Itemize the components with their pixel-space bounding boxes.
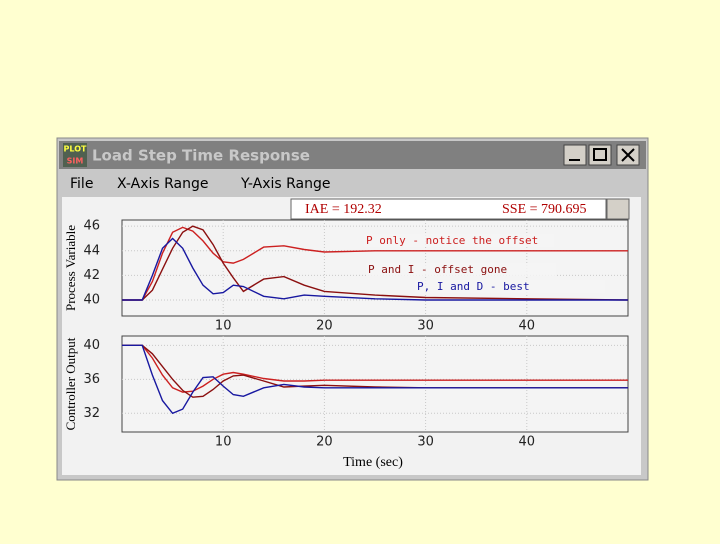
stats-box xyxy=(290,198,607,220)
series-line xyxy=(122,344,628,398)
x-tick-label: 10 xyxy=(215,319,232,334)
menu-item[interactable]: Y-Axis Range xyxy=(240,176,331,192)
x-tick-label: 40 xyxy=(519,435,536,450)
x-tick-label: 40 xyxy=(519,319,536,334)
annotation-background xyxy=(415,280,605,293)
y-tick-label: 46 xyxy=(83,219,100,234)
sse-value: SSE = 790.695 xyxy=(502,202,587,217)
y-tick-label: 40 xyxy=(83,293,100,308)
x-tick-label: 10 xyxy=(215,435,232,450)
annotation-background xyxy=(366,263,556,276)
maximize-icon xyxy=(593,148,607,161)
menu-item[interactable]: X-Axis Range xyxy=(117,176,209,192)
title-bar xyxy=(59,141,646,169)
x-axis-label: Time (sec) xyxy=(343,455,403,470)
annotation: P only - notice the offset xyxy=(366,234,538,247)
y-tick-label: 42 xyxy=(83,268,100,283)
series-line xyxy=(122,225,629,301)
y-tick-label: 32 xyxy=(83,406,100,421)
menu-item[interactable]: File xyxy=(70,176,93,192)
x-tick-label: 20 xyxy=(316,435,333,450)
y-tick-label: 44 xyxy=(83,243,100,258)
series-line xyxy=(122,344,628,415)
spin-control[interactable] xyxy=(606,198,630,220)
series-line xyxy=(122,237,628,301)
annotation-background xyxy=(364,234,554,247)
annotation: P and I - offset gone xyxy=(368,263,507,276)
series-line xyxy=(122,344,628,393)
y-tick-label: 36 xyxy=(83,372,100,387)
close-icon xyxy=(621,148,635,162)
x-tick-label: 20 xyxy=(316,319,333,334)
iae-value: IAE = 192.32 xyxy=(305,202,382,217)
x-tick-label: 30 xyxy=(417,435,434,450)
y-tick-label: 40 xyxy=(83,338,100,353)
x-tick-label: 30 xyxy=(417,319,434,334)
icon-text: SIM xyxy=(67,157,84,166)
y-axis-label: Process Variable xyxy=(63,225,78,311)
icon-text: PLOT xyxy=(64,145,87,154)
app-icon xyxy=(63,143,87,167)
series-line xyxy=(122,226,628,301)
window-title: Load Step Time Response xyxy=(92,147,310,165)
y-axis-label: Controller Output xyxy=(63,337,78,430)
minimize-button[interactable] xyxy=(563,144,587,166)
annotation: P, I and D - best xyxy=(417,280,530,293)
